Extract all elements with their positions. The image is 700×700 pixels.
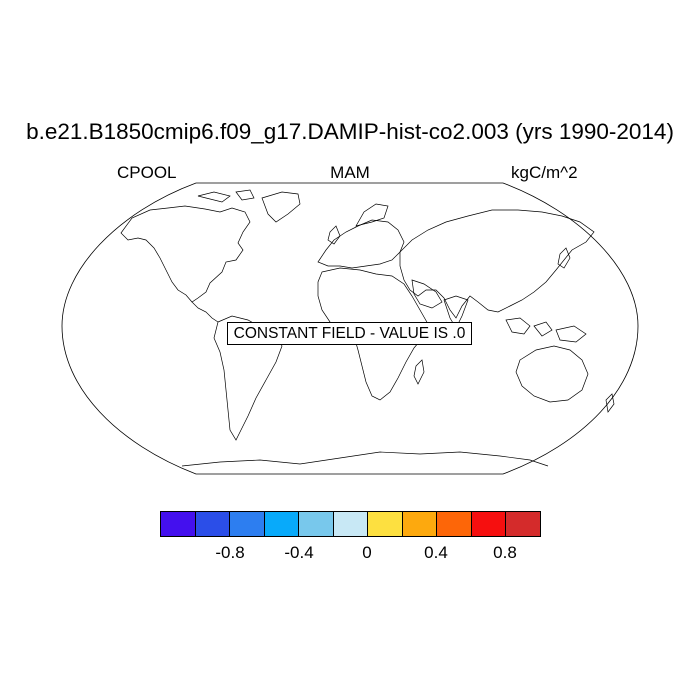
map-outline — [61, 182, 639, 475]
variable-label: CPOOL — [117, 163, 177, 182]
colorbar-cell — [332, 512, 367, 536]
madagascar-coast — [413, 359, 425, 385]
colorbar-cell — [470, 512, 505, 536]
plot-title: b.e21.B1850cmip6.f09_g17.DAMIP-hist-co2.… — [26, 119, 674, 144]
central-america-coast — [191, 301, 219, 323]
coastlines — [120, 189, 615, 467]
colorbar-cell — [229, 512, 264, 536]
uk-coast — [327, 225, 341, 245]
colorbar-cell — [161, 512, 195, 536]
constant-field-message: CONSTANT FIELD - VALUE IS .0 — [227, 322, 472, 345]
australia-coast — [515, 345, 589, 403]
colorbar-tick-label: 0 — [362, 543, 372, 562]
arabia-coast — [411, 279, 443, 309]
north-america-coast — [120, 205, 251, 303]
colorbar-tick-label: 0.4 — [424, 543, 448, 562]
arctic-islands — [197, 189, 255, 203]
colorbar — [160, 511, 541, 537]
new-zealand-coast — [605, 393, 615, 413]
colorbar-cell — [194, 512, 229, 536]
colorbar-cell — [505, 512, 540, 536]
india-coast — [443, 295, 469, 329]
season-label: MAM — [330, 163, 370, 182]
colorbar-tick-label: -0.8 — [215, 543, 245, 562]
colorbar-cell — [367, 512, 402, 536]
greenland-coast — [261, 191, 301, 223]
colorbar-cell — [436, 512, 471, 536]
asia-coast — [399, 209, 595, 319]
se-asia-islands — [505, 317, 587, 343]
colorbar-tick-label: -0.4 — [284, 543, 314, 562]
antarctica-coast — [181, 451, 549, 467]
colorbar-tick-label: 0.8 — [493, 543, 517, 562]
europe-coast — [317, 219, 405, 269]
colorbar-cell — [401, 512, 436, 536]
japan-coast — [557, 247, 571, 269]
colorbar-cell — [298, 512, 333, 536]
scandinavia-coast — [355, 203, 389, 227]
units-label: kgC/m^2 — [511, 163, 578, 182]
colorbar-cell — [263, 512, 298, 536]
